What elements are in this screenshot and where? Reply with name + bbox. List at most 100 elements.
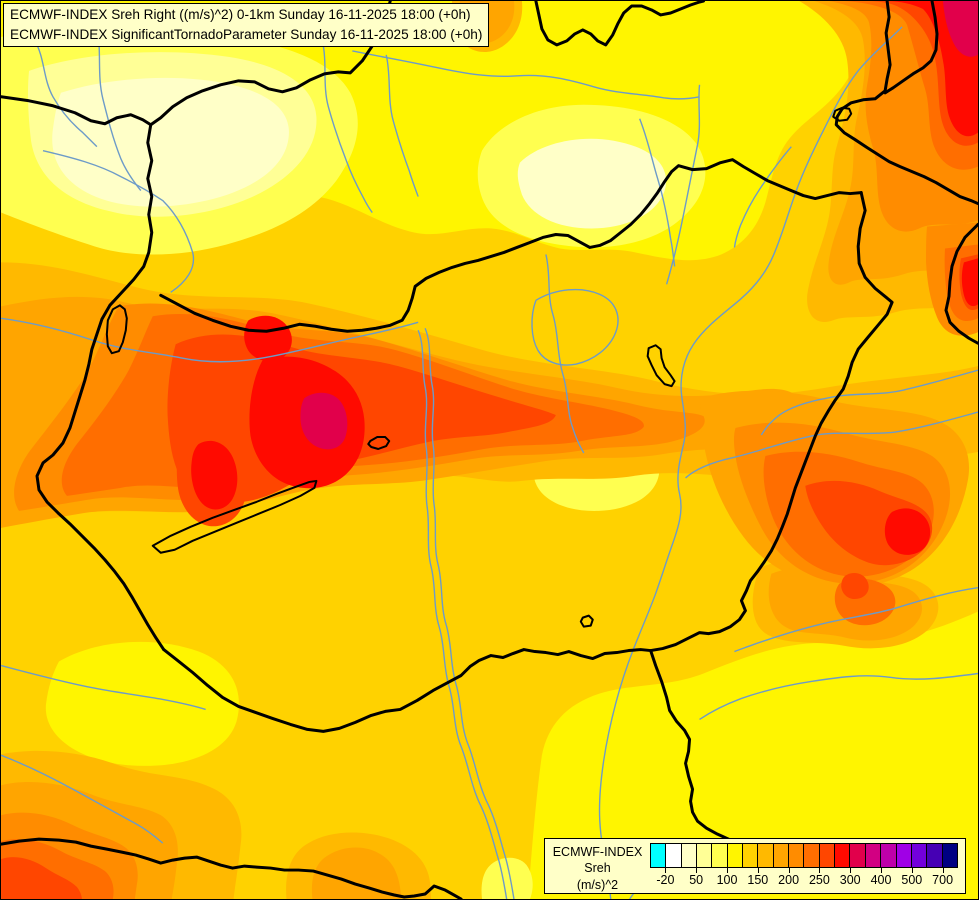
- river-maros: [734, 587, 978, 653]
- legend-tick-label: 150: [747, 873, 769, 887]
- legend-tick-mark: [819, 868, 821, 873]
- river-danube-west: [42, 149, 195, 293]
- title-line-sreh: ECMWF-INDEX Sreh Right ((m/s)^2) 0-1km S…: [10, 7, 471, 22]
- rivers: [1, 26, 978, 899]
- contour-pale-bottom-patch: [481, 857, 533, 899]
- legend-tick-mark: [911, 868, 913, 873]
- legend-colorbar-wrap: -20 50 100 150 200 250 300 400 500 700: [650, 843, 958, 890]
- legend-tick-mark: [788, 868, 790, 873]
- legend-tick-mark: [942, 868, 944, 873]
- river-northwest-tributary: [34, 40, 98, 148]
- lake-center-small: [579, 614, 594, 628]
- lake-neusiedl: [105, 304, 128, 355]
- legend-color-cell: [864, 843, 882, 868]
- legend-parameter: Sreh: [584, 861, 611, 876]
- legend-color-cell: [726, 843, 744, 868]
- legend-tick-label: 50: [689, 873, 704, 887]
- legend-tick-label: 100: [716, 873, 738, 887]
- lakes: [105, 106, 853, 628]
- legend-title: ECMWF-INDEX: [552, 845, 643, 859]
- border-ukraine: [834, 1, 978, 206]
- border-topcenter: [534, 1, 706, 47]
- legend-ticks: -20 50 100 150 200 250 300 400 500 700: [650, 868, 958, 890]
- contour-redorange-southwest: [1, 857, 82, 899]
- river-sajo: [639, 118, 676, 267]
- contour-redorange-southeast-dot: [841, 573, 869, 600]
- contour-crimson-northeast-corner: [942, 1, 978, 57]
- legend-tick-label: 300: [839, 873, 861, 887]
- contour-red-northwest-spot: [244, 315, 292, 362]
- river-koros-north: [760, 369, 978, 436]
- legend-colorbar: [650, 843, 958, 868]
- river-tisza: [598, 26, 903, 899]
- contour-red-southwest-spot: [191, 440, 238, 510]
- legend-tick-mark: [881, 868, 882, 873]
- legend-tick-label: -20: [656, 873, 675, 887]
- legend-color-cell: [880, 843, 897, 868]
- legend-color-cell: [772, 843, 790, 868]
- legend-color-cell: [650, 843, 667, 868]
- river-koros-south: [685, 411, 978, 479]
- lake-balaton: [151, 479, 318, 554]
- river-nitra: [385, 54, 419, 197]
- border-drava-south: [1, 837, 463, 899]
- contour-orange-bottomcenter: [311, 847, 402, 899]
- legend-tick-label: 200: [778, 873, 800, 887]
- river-morava: [96, 26, 142, 192]
- river-ipoly: [352, 50, 700, 100]
- river-drava: [1, 754, 164, 844]
- legend-tick-label: 700: [932, 873, 954, 887]
- contour-red-rightmiddle-core: [884, 508, 931, 555]
- legend-color-cell: [834, 843, 851, 868]
- legend-color-cell: [849, 843, 866, 868]
- border-romania-east: [649, 191, 894, 653]
- border-rightedge: [944, 223, 978, 345]
- legend-tick-mark: [665, 868, 667, 873]
- river-danube-south-bank: [417, 330, 508, 899]
- border-south: [162, 648, 756, 859]
- river-danube-south: [424, 328, 515, 899]
- title-line-stp: ECMWF-INDEX SignificantTornadoParameter …: [10, 26, 483, 42]
- border-northwest: [1, 1, 392, 127]
- legend-color-cell: [757, 843, 774, 868]
- border-austria-west: [35, 123, 166, 652]
- contour-cream-northcenter-core: [517, 138, 667, 229]
- legend-color-cell: [803, 843, 820, 868]
- contour-yellow-southwest-patch: [45, 641, 239, 766]
- legend-tick-label: 250: [808, 873, 830, 887]
- border-north-danube: [159, 158, 863, 333]
- legend-color-cell: [895, 843, 912, 868]
- legend-color-cell: [818, 843, 836, 868]
- legend-color-cell: [711, 843, 728, 868]
- title-box: ECMWF-INDEX Sreh Right ((m/s)^2) 0-1km S…: [3, 3, 490, 48]
- legend-tick-label: 400: [870, 873, 892, 887]
- contour-yellow-southeast: [527, 611, 978, 899]
- legend-box: ECMWF-INDEX Sreh (m/s)^2 -20 50 100 150 200 2…: [544, 838, 966, 894]
- border-ukraine-branch: [883, 1, 939, 95]
- legend-color-cell: [910, 843, 928, 868]
- contour-red-rightedge-core: [961, 258, 978, 307]
- legend-color-cell: [941, 843, 958, 868]
- legend-unit: (m/s)^2: [576, 877, 619, 892]
- legend-color-cell: [788, 843, 805, 868]
- river-meander-loop: [531, 288, 619, 366]
- legend-color-cell: [680, 843, 698, 868]
- contour-crimson-central-core: [300, 392, 348, 450]
- legend-tick-mark: [757, 868, 759, 873]
- legend-tick-mark: [696, 868, 698, 873]
- river-southeast-lower: [699, 672, 978, 720]
- legend-tick-mark: [850, 868, 852, 873]
- contour-cream-northwest-core: [52, 77, 289, 207]
- legend-tick-mark: [727, 868, 728, 873]
- lake-velence: [367, 436, 391, 450]
- legend-color-cell: [665, 843, 682, 868]
- river-vah: [321, 40, 373, 213]
- legend-label: ECMWF-INDEX Sreh (m/s)^2: [550, 843, 645, 893]
- river-raba: [1, 317, 419, 363]
- river-bodrog: [733, 146, 792, 248]
- legend-color-cell: [742, 843, 759, 868]
- river-hernad: [665, 84, 701, 285]
